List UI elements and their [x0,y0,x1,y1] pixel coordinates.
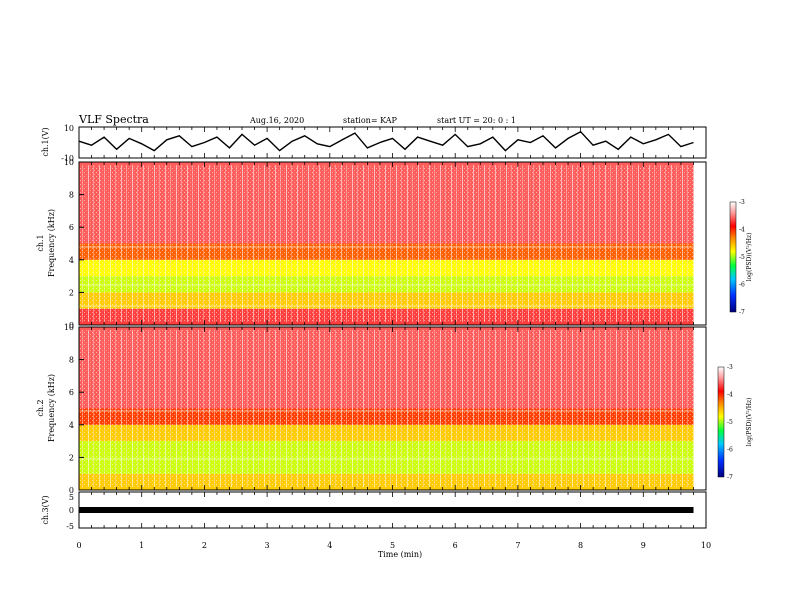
xtick-label: 7 [515,541,520,550]
ch1-spectrogram-panel: 10 8 6 4 2 0 ch.1 Frequency (kHz) [36,158,707,330]
colorbar-ch1-label: log(PSD)(V²/Hz) [746,233,753,282]
figure-title: VLF Spectra [78,113,149,126]
ch3-ytick-bottom: -5 [66,522,74,531]
ytick-label: 0 [69,321,74,330]
colorbar-tick-label: -6 [727,447,733,454]
colorbar-tick-label: -4 [739,227,745,234]
colorbar-ch1: -3 -4 -5 -6 -7 log(PSD)(V²/Hz) [729,199,753,316]
ytick-label: 2 [69,288,74,297]
ytick-label: 10 [64,158,74,167]
colorbar-tick-label: -3 [739,199,745,206]
ch3-ytick-mid: 0 [69,506,74,515]
colorbar-ch2-scale [717,366,725,478]
colorbar-tick-label: -5 [727,419,733,426]
xtick-label: 4 [327,541,332,550]
colorbar-ch2-ticks: -3 -4 -5 -6 -7 [727,364,733,481]
xtick-label: 6 [453,541,458,550]
xtick-label: 5 [390,541,395,550]
ch2-spectrogram-panel: 10 8 6 4 2 0 ch.2 Frequency (kHz) [36,323,707,495]
ytick-label: 4 [69,421,74,430]
xtick-label: 10 [701,541,711,550]
ch1-waveform-panel: 10 -10 ch.1(V) [41,124,707,163]
xtick-label: 2 [202,541,207,550]
xtick-label: 8 [578,541,583,550]
colorbar-tick-label: -5 [739,254,745,261]
ch2-spectrogram-ylabel-channel: ch.2 [36,399,45,416]
ch1-spectrogram-ylabel: Frequency (kHz) [47,209,56,277]
ch1-spectrogram-streaks [79,165,693,322]
xtick-label: 9 [641,541,646,550]
ch2-spectrogram-streaks [79,330,693,487]
ch3-ytick-top: 5 [69,493,74,502]
ch1-waveform-line [78,130,694,152]
colorbar-tick-label: -7 [727,474,733,481]
ytick-label: 8 [69,356,74,365]
colorbar-tick-label: -6 [739,282,745,289]
ch1-ytick-bottom: -10 [61,154,74,163]
ytick-label: 6 [69,388,74,397]
ch3-waveform-line [79,507,694,513]
ytick-label: 2 [69,453,74,462]
date-label: Aug.16, 2020 [249,116,304,125]
ch2-spectrogram-yticks: 10 8 6 4 2 0 [64,323,84,495]
ytick-label: 8 [69,191,74,200]
ytick-label: 10 [64,323,74,332]
x-axis-ticks: 0 1 2 3 4 5 6 7 8 9 10 [76,127,711,550]
colorbar-ch2: -3 -4 -5 -6 -7 log(PSD)(V²/Hz) [717,364,753,481]
colorbar-tick-label: -7 [739,309,745,316]
start-time-label: start UT = 20: 0 : 1 [437,116,516,125]
colorbar-ch1-scale [729,201,737,313]
ch2-spectrogram-ylabel: Frequency (kHz) [47,374,56,442]
xtick-label: 1 [139,541,144,550]
ytick-label: 0 [69,486,74,495]
xtick-label: 3 [265,541,270,550]
colorbar-ch2-label: log(PSD)(V²/Hz) [746,398,753,447]
ytick-label: 6 [69,223,74,232]
colorbar-ch1-ticks: -3 -4 -5 -6 -7 [739,199,745,316]
colorbar-tick-label: -4 [727,392,733,399]
station-label: station= KAP [343,116,398,125]
ch1-spectrogram-ylabel-channel: ch.1 [36,234,45,251]
ch1-waveform-ylabel: ch.1(V) [41,127,50,156]
ch1-ytick-top: 10 [64,124,74,133]
ch1-spectrogram-yticks: 10 8 6 4 2 0 [64,158,84,330]
ch3-waveform-ylabel: ch.3(V) [41,495,50,524]
ch3-waveform-panel: 5 0 -5 ch.3(V) [41,491,707,531]
colorbar-tick-label: -3 [727,364,733,371]
x-axis-label: Time (min) [378,550,422,559]
ytick-label: 4 [69,256,74,265]
xtick-label: 0 [76,541,81,550]
